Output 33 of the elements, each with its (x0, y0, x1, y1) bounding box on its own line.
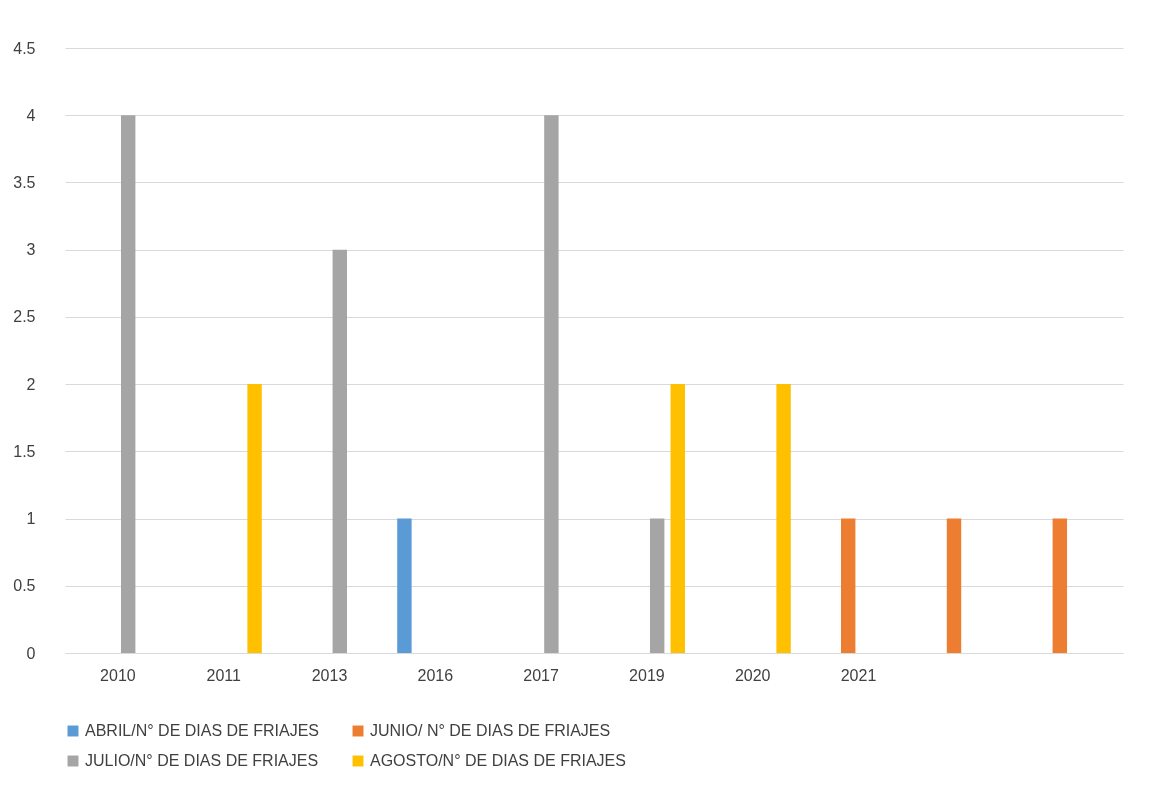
x-tick-label: 2020 (734, 666, 771, 684)
bar (670, 384, 685, 653)
bar (946, 518, 962, 653)
y-tick-label: 1 (26, 510, 36, 528)
bar (544, 115, 559, 653)
bar (397, 518, 412, 653)
y-tick-label: 2 (26, 375, 36, 393)
x-tick-label: 2017 (523, 666, 559, 684)
legend-label: JULIO/N° DE DIAS DE FRIAJES (85, 752, 319, 769)
bar (1052, 518, 1068, 653)
x-tick-label: 2019 (629, 666, 665, 684)
bar (776, 384, 791, 653)
y-tick-label: 0 (26, 644, 36, 662)
y-tick-label: 3.5 (13, 173, 36, 191)
y-tick-label: 4.5 (13, 39, 36, 57)
y-tick-label: 3 (26, 241, 36, 259)
y-tick-label: 1.5 (13, 442, 36, 460)
x-tick-label: 2011 (206, 666, 241, 684)
x-tick-label: 2016 (417, 666, 454, 684)
legend-label: JUNIO/ N° DE DIAS DE FRIAJES (370, 722, 611, 739)
x-tick-label: 2013 (311, 666, 348, 684)
x-tick-label: 2010 (100, 666, 136, 684)
legend-label: AGOSTO/N° DE DIAS DE FRIAJES (370, 752, 626, 769)
bar (247, 384, 262, 653)
y-tick-label: 4 (26, 106, 36, 124)
bar (120, 115, 136, 653)
bar (649, 518, 665, 653)
y-tick-label: 2.5 (13, 308, 36, 326)
bar (332, 249, 347, 653)
x-tick-label: 2021 (840, 666, 877, 684)
legend-label: ABRIL/N° DE DIAS DE FRIAJES (85, 722, 320, 739)
y-tick-label: 0.5 (13, 577, 36, 595)
bar (841, 518, 856, 653)
